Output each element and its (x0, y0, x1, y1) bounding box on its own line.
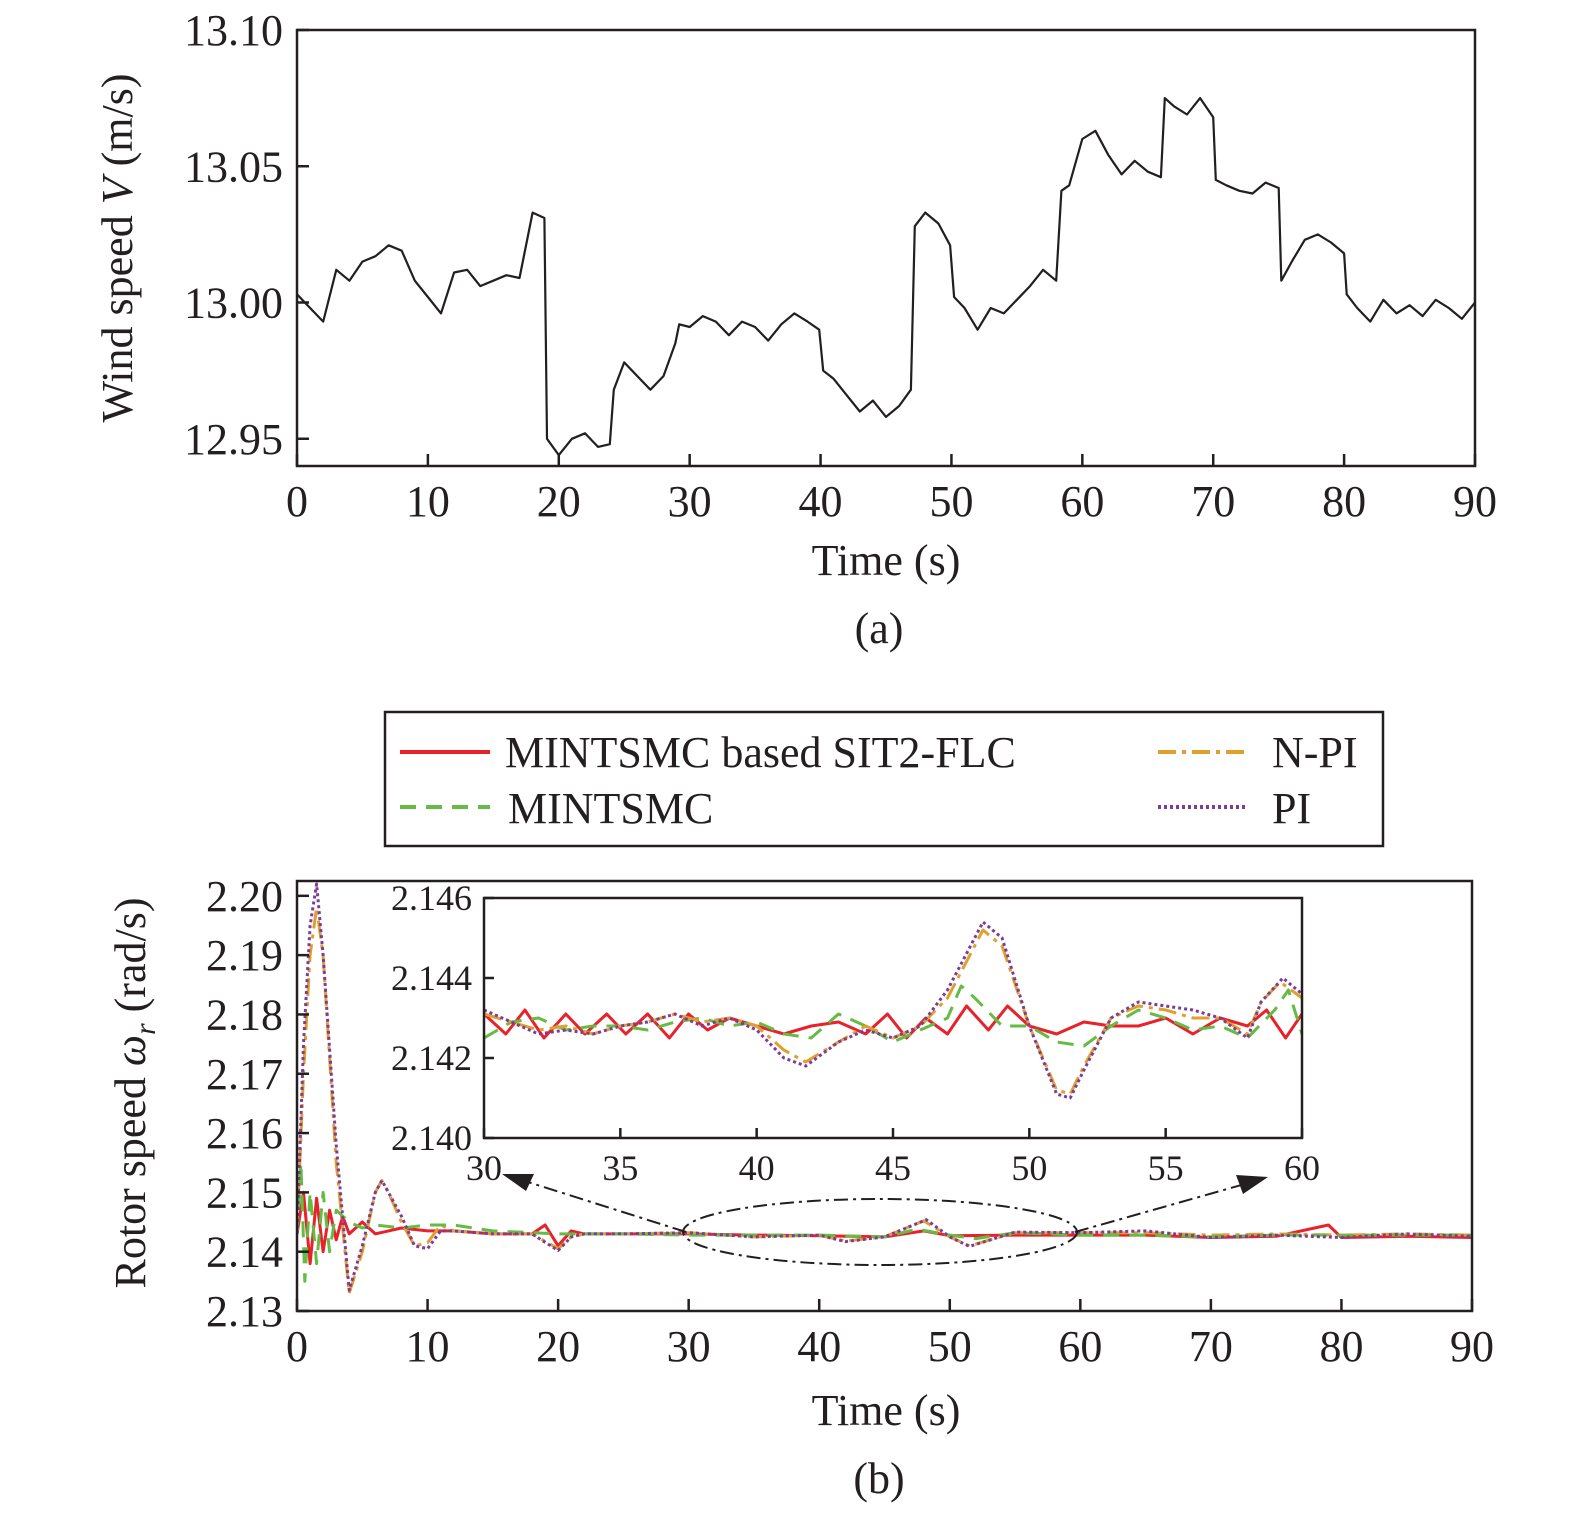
a-x-tick-label: 30 (668, 477, 712, 526)
a-y-tick-label: 12.95 (184, 415, 283, 464)
a-y-tick-label: 13.00 (184, 279, 283, 328)
a-x-tick-label: 10 (406, 477, 450, 526)
plot-area-a (297, 97, 1475, 457)
legend-b: MINTSMC based SIT2-FLC N-PI MINTSMC PI (383, 710, 1385, 848)
a-series-line-0 (297, 97, 1475, 457)
b-y-tick-label: 2.14 (206, 1228, 283, 1277)
inset-series-line-mintsmc (484, 984, 1302, 1048)
inset-x-tick-label: 60 (1284, 1148, 1320, 1188)
a-x-tick-label: 0 (286, 477, 308, 526)
b-x-tick-label: 10 (406, 1322, 450, 1371)
x-axis-label-b: Time (s) (812, 1386, 961, 1435)
a-x-tick-label: 80 (1322, 477, 1366, 526)
inset-series-line-pi (484, 920, 1302, 1100)
inset-b: 30 35 40 45 50 55 60 2.140 2.142 2.144 2.146 (391, 878, 1320, 1188)
zoom-annotation (502, 1174, 1268, 1266)
inset-x-tick-label: 50 (1011, 1148, 1047, 1188)
axes-frame-a (295, 28, 1477, 468)
b-x-tick-label: 30 (667, 1322, 711, 1371)
b-y-tick-label: 2.19 (206, 931, 283, 980)
caption-a: (a) (855, 604, 904, 653)
b-x-tick-label: 0 (286, 1322, 308, 1371)
zoom-arrowhead-right (1236, 1175, 1268, 1194)
inset-series-line-mintsmc-based-sit2-flc (484, 1004, 1302, 1040)
b-y-tick-label: 2.17 (206, 1050, 283, 1099)
legend-label-mintsmc: MINTSMC (508, 784, 713, 833)
b-x-tick-label: 40 (797, 1322, 841, 1371)
inset-x-tick-label: 40 (739, 1148, 775, 1188)
b-x-tick-label: 70 (1189, 1322, 1233, 1371)
zoom-arrow-right (1074, 1181, 1253, 1233)
caption-b: (b) (853, 1454, 904, 1503)
a-x-tick-label: 20 (537, 477, 581, 526)
a-x-tick-label: 60 (1060, 477, 1104, 526)
a-x-tick-label: 70 (1191, 477, 1235, 526)
x-axis-label-a: Time (s) (812, 536, 961, 585)
plot-area-b (297, 882, 1472, 1295)
inset-y-tick-label: 2.146 (391, 878, 472, 918)
b-x-tick-label: 50 (928, 1322, 972, 1371)
y-ticks-b: 2.13 2.14 2.15 2.16 2.17 2.18 2.19 2.20 (206, 872, 309, 1336)
a-series-group (297, 97, 1475, 457)
legend-label-sit2flc: MINTSMC based SIT2-FLC (505, 728, 1016, 777)
y-axis-label-a: Wind speed V (m/s) (93, 74, 142, 423)
a-y-tick-label: 13.05 (184, 142, 283, 191)
legend-frame (383, 710, 1385, 848)
a-x-tick-label: 50 (929, 477, 973, 526)
b-y-tick-label: 2.18 (206, 990, 283, 1039)
y-axis-label-b: Rotor speed ωr (rad/s) (106, 897, 162, 1288)
a-y-tick-label: 13.10 (184, 6, 283, 55)
inset-y-ticks: 2.140 2.142 2.144 2.146 (391, 878, 494, 1158)
inset-x-tick-label: 55 (1148, 1148, 1184, 1188)
inset-series-group (484, 920, 1302, 1100)
legend-label-pi: PI (1272, 784, 1311, 833)
zoom-arrowhead-left (502, 1174, 534, 1191)
inset-background (484, 898, 1302, 1138)
panel-b: 0 10 20 30 40 50 60 70 80 90 2.13 2.14 2.15 2.16 2.17… (106, 872, 1494, 1503)
inset-y-tick-label: 2.144 (391, 958, 472, 998)
legend-label-npi: N-PI (1272, 728, 1358, 777)
x-ticks-b: 0 10 20 30 40 50 60 70 80 90 (286, 1299, 1494, 1371)
inset-x-tick-label: 30 (466, 1148, 502, 1188)
axes-frame-b (295, 879, 1474, 1313)
b-series-line-mintsmc-based-sit2-flc (297, 1190, 1472, 1266)
inset-y-tick-label: 2.142 (391, 1038, 472, 1078)
zoom-arrow-left (511, 1176, 687, 1233)
b-x-tick-label: 90 (1450, 1322, 1494, 1371)
b-y-tick-label: 2.15 (206, 1168, 283, 1217)
b-x-tick-label: 80 (1319, 1322, 1363, 1371)
b-y-tick-label: 2.16 (206, 1109, 283, 1158)
b-x-tick-label: 20 (536, 1322, 580, 1371)
a-x-tick-label: 90 (1453, 477, 1497, 526)
a-x-tick-label: 40 (799, 477, 843, 526)
b-y-tick-label: 2.20 (206, 872, 283, 921)
inset-x-ticks: 30 35 40 45 50 55 60 (466, 1128, 1320, 1188)
inset-x-tick-label: 45 (875, 1148, 911, 1188)
x-ticks-a: 0 10 20 30 40 50 60 70 80 90 (286, 454, 1497, 526)
b-x-tick-label: 60 (1058, 1322, 1102, 1371)
inset-x-tick-label: 35 (602, 1148, 638, 1188)
b-y-tick-label: 2.13 (206, 1287, 283, 1336)
inset-plot-area (484, 920, 1302, 1100)
inset-y-tick-label: 2.140 (391, 1118, 472, 1158)
panel-a: 0 10 20 30 40 50 60 70 80 90 12.95 13.00 13.05 13.10… (93, 6, 1497, 653)
y-ticks-a: 12.95 13.00 13.05 13.10 (184, 6, 309, 464)
b-series-group (297, 882, 1472, 1295)
